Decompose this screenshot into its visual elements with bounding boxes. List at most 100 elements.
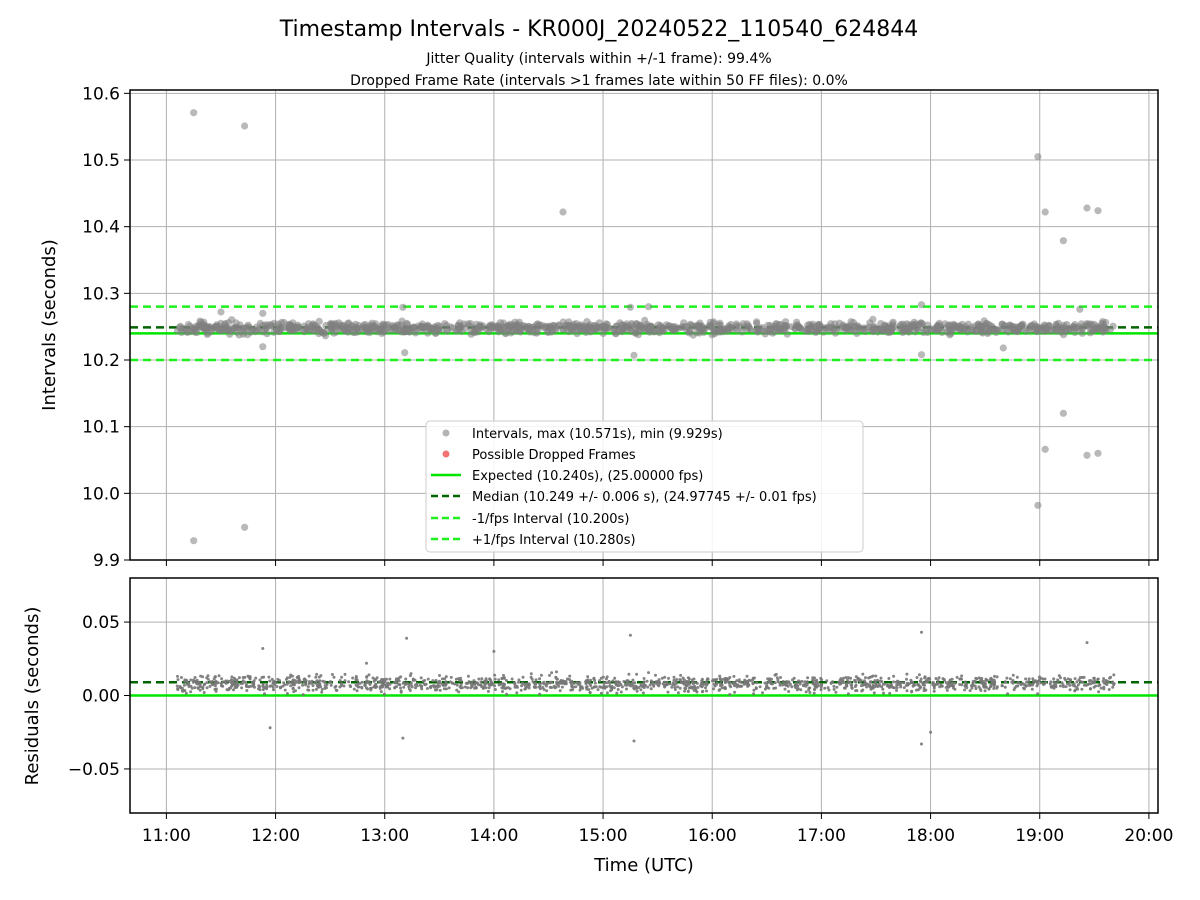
residual-point	[754, 687, 758, 691]
residual-point	[681, 681, 685, 685]
residual-point	[839, 677, 843, 681]
residual-point	[982, 684, 986, 688]
residual-point	[992, 678, 996, 682]
interval-point	[370, 323, 378, 331]
interval-point	[286, 327, 294, 335]
residual-point	[208, 680, 212, 684]
residual-point	[702, 682, 706, 686]
residual-point	[906, 681, 909, 685]
residual-point	[444, 675, 448, 679]
residual-point	[491, 682, 494, 686]
residual-point	[354, 683, 358, 687]
interval-point	[732, 320, 740, 328]
residual-point	[342, 684, 346, 688]
residual-point	[1027, 677, 1031, 681]
residual-point	[374, 678, 378, 682]
residuals-y-tick-label: 0.00	[82, 687, 120, 707]
residual-point	[523, 687, 527, 691]
residual-point	[1016, 684, 1020, 688]
residual-point	[365, 675, 369, 679]
intervals-y-tick-label: 9.9	[93, 551, 120, 571]
residual-point	[271, 681, 275, 685]
residual-point	[382, 692, 386, 696]
residual-point	[1024, 684, 1028, 688]
intervals-y-tick-label: 10.0	[82, 484, 120, 504]
residual-point	[244, 683, 248, 687]
residual-point	[781, 683, 785, 687]
residual-point	[881, 682, 885, 686]
residual-point	[683, 689, 687, 693]
residual-point	[695, 681, 699, 685]
interval-point	[467, 320, 475, 328]
residual-point	[909, 678, 913, 682]
residual-point	[699, 684, 702, 688]
residual-point	[381, 683, 385, 687]
residual-point	[1107, 688, 1111, 691]
residual-point	[520, 684, 524, 688]
residual-point	[559, 679, 563, 683]
residual-point	[963, 688, 967, 692]
residual-outlier-point	[1085, 641, 1089, 645]
residual-point	[770, 677, 773, 681]
interval-point	[1043, 324, 1051, 333]
interval-point	[960, 325, 968, 333]
chart-subtitle-jitter: Jitter Quality (intervals within +/-1 fr…	[425, 51, 771, 67]
interval-point	[253, 326, 262, 334]
interval-point	[559, 318, 567, 326]
residual-point	[937, 676, 941, 680]
residual-point	[459, 679, 463, 683]
residual-point	[599, 685, 603, 689]
residual-point	[443, 677, 447, 681]
residual-point	[538, 682, 542, 686]
interval-outlier-point	[1041, 445, 1049, 453]
residual-point	[572, 682, 576, 685]
residual-point	[947, 682, 951, 686]
residual-point	[773, 681, 777, 685]
residual-point	[402, 685, 406, 689]
residual-point	[419, 676, 423, 680]
residual-point	[647, 671, 650, 675]
residual-point	[641, 691, 645, 695]
interval-point	[423, 323, 431, 331]
residual-point	[316, 684, 320, 688]
residual-point	[436, 680, 440, 684]
interval-outlier-point	[1094, 207, 1102, 215]
residual-point	[1092, 676, 1096, 680]
residual-point	[241, 679, 245, 683]
residual-point	[378, 687, 382, 690]
residual-point	[517, 680, 520, 684]
residual-point	[505, 679, 508, 682]
residual-point	[1111, 685, 1115, 689]
residual-point	[382, 680, 386, 684]
residual-point	[919, 680, 923, 684]
residual-point	[248, 677, 252, 681]
residual-point	[1082, 675, 1086, 679]
residual-point	[363, 683, 367, 687]
interval-point	[775, 321, 783, 329]
residual-point	[849, 676, 853, 680]
residual-point	[184, 691, 188, 695]
residual-point	[743, 679, 747, 683]
residual-point	[643, 683, 647, 687]
residual-point	[401, 681, 405, 685]
residual-point	[876, 678, 879, 682]
residual-point	[616, 688, 620, 691]
residual-point	[752, 692, 756, 696]
residual-point	[690, 678, 694, 682]
residual-point	[314, 675, 318, 679]
intervals-y-tick-label: 10.4	[82, 218, 120, 238]
legend-entry-intervals: Intervals, max (10.571s), min (9.929s)	[442, 427, 723, 442]
residual-point	[611, 679, 615, 683]
residual-point	[484, 677, 488, 681]
residual-point	[778, 681, 782, 685]
residual-point	[718, 674, 722, 678]
residual-point	[479, 680, 483, 684]
interval-point	[380, 321, 388, 329]
residual-point	[911, 681, 915, 685]
residual-point	[1086, 683, 1090, 686]
residual-point	[751, 682, 755, 686]
residual-point	[1078, 676, 1082, 679]
residual-point	[960, 674, 964, 678]
residual-outlier-point	[268, 726, 272, 730]
residual-point	[979, 689, 983, 692]
